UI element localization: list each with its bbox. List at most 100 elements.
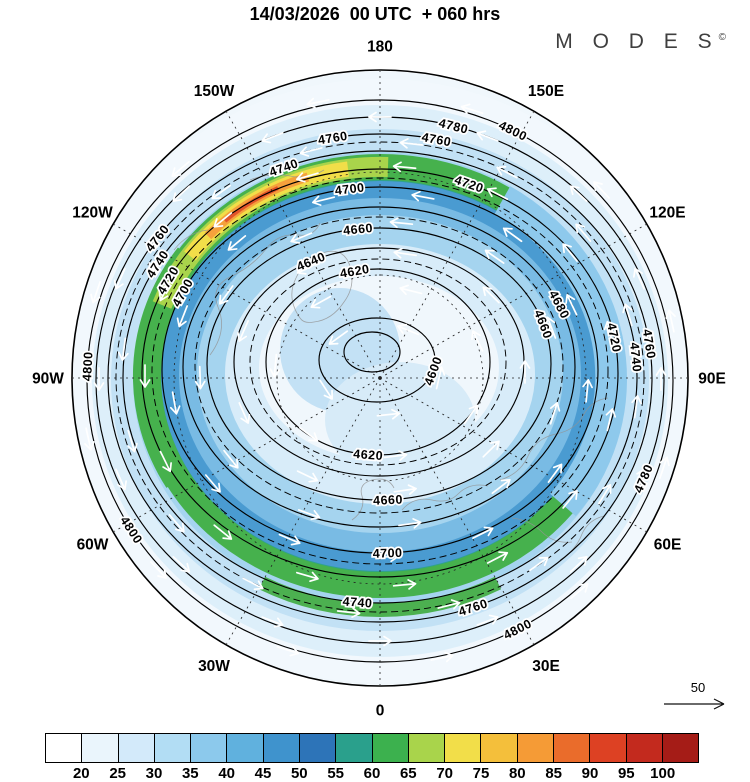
contour-label: 4620 <box>353 447 384 463</box>
wind-arrow <box>84 427 95 451</box>
colorbar-tick: 20 <box>72 765 90 782</box>
wind-arrow <box>113 267 126 290</box>
graticule <box>73 71 687 685</box>
colorbar-cell <box>153 734 191 762</box>
wind-arrow <box>242 577 264 591</box>
wind-arrow <box>529 556 549 572</box>
longitude-label: 60E <box>654 536 682 553</box>
colorbar-tick: 80 <box>508 765 526 782</box>
wind-arrow <box>471 330 484 352</box>
wind-arrow <box>213 524 233 540</box>
wind-arrow <box>476 614 499 626</box>
wind-arrow <box>168 514 185 533</box>
wind-arrow <box>472 526 494 539</box>
wind-scale: 50 <box>664 680 725 710</box>
wind-arrow <box>569 185 588 203</box>
colorbar-tick: 45 <box>254 765 272 782</box>
wind-arrow <box>311 195 336 206</box>
wind-arrow <box>336 607 361 618</box>
colorbar-ticks: 20 25 30 35 40 45 50 55 60 65 70 75 80 85 90 95 100 <box>45 765 699 782</box>
wind-arrow <box>261 616 284 628</box>
contour-label: 4740 <box>627 342 644 373</box>
colorbar-tick: 55 <box>327 765 345 782</box>
longitude-label: 90W <box>32 370 64 387</box>
wind-arrow <box>430 651 454 663</box>
wind-arrow <box>502 227 523 243</box>
colorbar-cell <box>298 734 336 762</box>
colorbar-tick: 75 <box>472 765 490 782</box>
wind-arrow <box>295 571 319 582</box>
contour-line <box>318 317 436 403</box>
wind-arrow <box>290 232 313 244</box>
wind-arrow <box>633 267 645 290</box>
contour-line-dashed <box>115 141 645 613</box>
wind-arrow <box>306 97 330 109</box>
wind-arrow <box>158 279 172 302</box>
wind-scale-arrow-icon <box>664 698 725 710</box>
colorbar-cell <box>335 734 372 762</box>
colorbar-tick: 85 <box>545 765 563 782</box>
wind-arrow <box>328 330 349 345</box>
coastline <box>351 478 489 521</box>
contour-label: 4660 <box>373 493 403 508</box>
wind-arrow <box>486 551 509 564</box>
wind-arrow <box>159 450 172 473</box>
contour-line <box>182 206 576 528</box>
polar-map: 4600462046204640466046604660468047004700… <box>32 38 726 719</box>
wind-arrow <box>148 251 163 273</box>
colorbar-tick: 60 <box>363 765 381 782</box>
contour-label: 4660 <box>343 221 374 238</box>
colorbar-tick: 35 <box>181 765 199 782</box>
wind-arrow <box>575 223 592 242</box>
colorbar-cell <box>480 734 517 762</box>
wind-arrow <box>460 103 484 115</box>
wind-arrow <box>299 146 323 157</box>
wind-arrow <box>549 401 561 425</box>
modes-logo: M O D E S© <box>555 30 726 54</box>
wind-arrow <box>139 364 151 388</box>
colorbar-cell <box>371 734 408 762</box>
wind-arrow <box>227 235 247 251</box>
wind-arrow <box>565 294 578 316</box>
wind-arrow <box>211 184 231 200</box>
wind-arrow <box>392 579 417 590</box>
colorbar-tick: 25 <box>109 765 127 782</box>
wind-arrow <box>261 132 284 144</box>
wind-arrow <box>237 320 249 342</box>
shading-band-green <box>258 576 502 617</box>
wind-arrow <box>634 468 647 491</box>
colorbar-tick: 30 <box>145 765 163 782</box>
longitude-labels: 0 30E 60E 90E 120E 150E 180 150W 120W 90W 60W 30W <box>32 38 726 719</box>
wind-arrow <box>90 280 101 304</box>
longitude-label: 60W <box>77 536 109 553</box>
wind-arrow <box>491 478 511 495</box>
contour-line <box>86 99 674 663</box>
colorbar-cell <box>81 734 118 762</box>
wind-arrow <box>298 426 319 442</box>
streamline-arrows <box>84 97 676 663</box>
contour-line-dashed <box>194 216 564 514</box>
colorbar-cell <box>407 734 445 762</box>
colorbar-cell <box>46 734 82 762</box>
wind-arrow <box>276 645 300 657</box>
contour-label: 4760 <box>317 129 349 147</box>
wind-arrow <box>238 402 251 424</box>
contour-line <box>107 133 653 623</box>
contour-label: 4700 <box>373 546 403 561</box>
colorbar-tick: 100 <box>650 765 676 782</box>
longitude-label: 30W <box>198 658 230 675</box>
wind-arrow <box>376 408 401 420</box>
wind-arrow <box>213 212 233 228</box>
wind-arrow <box>150 561 167 579</box>
wind-arrow <box>115 468 127 491</box>
wind-arrow <box>319 379 333 400</box>
wind-arrow <box>411 190 435 202</box>
wind-arrow <box>297 509 321 521</box>
coastline <box>499 397 609 543</box>
wind-arrow <box>562 243 578 262</box>
wind-arrow <box>484 249 505 264</box>
contour-line <box>122 150 638 604</box>
longitude-label: 90E <box>698 370 726 387</box>
wind-arrow <box>176 305 189 328</box>
contour-line-dashed <box>151 177 609 565</box>
